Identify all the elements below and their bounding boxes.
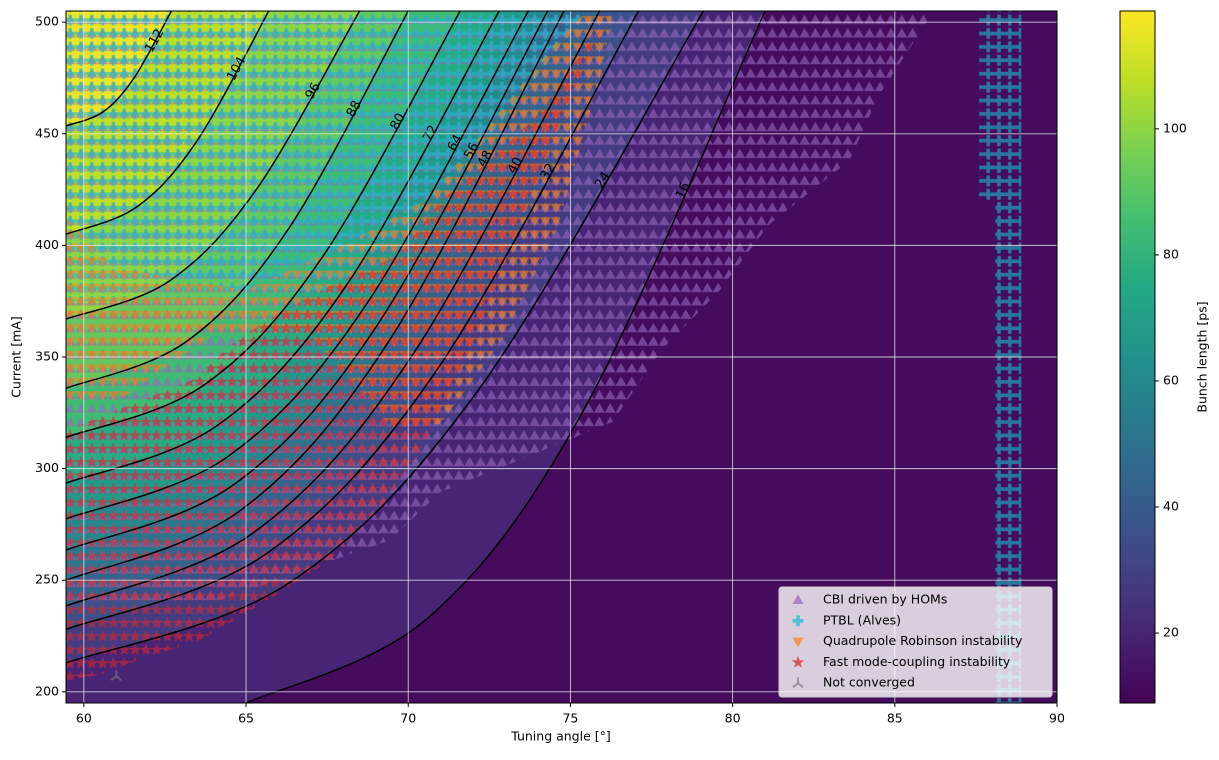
contour-line	[66, 11, 640, 631]
x-tick-label: 65	[238, 711, 254, 726]
contour-line	[66, 11, 361, 320]
x-tick-label: 70	[400, 711, 416, 726]
x-tick-label: 80	[725, 711, 741, 726]
contour-label: 56	[461, 140, 482, 162]
legend-marker	[792, 594, 804, 604]
y-tick-label: 450	[35, 125, 59, 140]
x-tick-label: 90	[1049, 711, 1065, 726]
contour-line	[66, 11, 500, 484]
x-tick-label: 60	[76, 711, 92, 726]
marker-region	[66, 11, 1022, 703]
colorbar-tick-label: 20	[1163, 625, 1179, 640]
contour-line	[66, 11, 529, 520]
data-point	[110, 670, 122, 681]
y-axis-label: Current [mA]	[9, 316, 24, 397]
contour-line	[245, 11, 766, 703]
colorbar-tick-label: 100	[1163, 120, 1187, 135]
contour-label: 48	[475, 148, 496, 170]
contour-label: 80	[388, 111, 409, 133]
legend-marker	[792, 637, 804, 648]
legend-label: Quadrupole Robinson instability	[823, 633, 1023, 648]
legend-box	[778, 586, 1053, 698]
contour-line	[66, 11, 601, 607]
contour-line	[66, 11, 565, 581]
y-tick-label: 200	[35, 683, 59, 698]
colorbar-tick-label: 40	[1163, 498, 1179, 513]
axes: 60 65 70 75 80 85 90 200 250 300 350 400 450 500 CBI d…	[35, 10, 1065, 726]
legend-label: Not converged	[823, 675, 915, 690]
y-tick-label: 350	[35, 349, 59, 364]
contour-line	[66, 11, 409, 389]
legend-label: PTBL (Alves)	[823, 612, 901, 627]
contour-label: 16	[673, 180, 694, 201]
colorbar-tick-label: 60	[1163, 372, 1179, 387]
x-tick-label: 75	[562, 711, 578, 726]
x-axis-label: Tuning angle [°]	[510, 729, 611, 744]
contour-line	[66, 11, 705, 664]
contour-label: 88	[344, 98, 365, 120]
y-tick-label: 300	[35, 460, 59, 475]
y-tick-label: 400	[35, 237, 59, 252]
contour-line	[66, 11, 461, 439]
colorbar-tick-label: 80	[1163, 246, 1179, 261]
marker-region	[66, 31, 600, 681]
legend-label: CBI driven by HOMs	[823, 592, 947, 607]
legend-marker	[792, 615, 804, 627]
contour-line	[66, 11, 270, 235]
legend-marker	[792, 677, 804, 688]
contour-label: 24	[592, 169, 613, 191]
legend-marker	[791, 655, 805, 668]
contour-label: 64	[445, 132, 466, 154]
y-tick-label: 250	[35, 572, 59, 587]
y-tick-label: 500	[35, 14, 59, 29]
contour-label: 96	[303, 80, 324, 102]
legend: CBI driven by HOMs PTBL (Alves) Quadrupole…	[778, 586, 1053, 698]
colorbar-label: Bunch length [ps]	[1195, 301, 1210, 412]
plot-frame	[65, 10, 1058, 704]
colorbar	[1119, 10, 1156, 704]
contour-line	[66, 11, 549, 551]
legend-label: Fast mode-coupling instability	[823, 654, 1011, 669]
contour-label: 40	[505, 155, 526, 177]
contour-label: 32	[538, 161, 559, 183]
x-tick-label: 85	[887, 711, 903, 726]
